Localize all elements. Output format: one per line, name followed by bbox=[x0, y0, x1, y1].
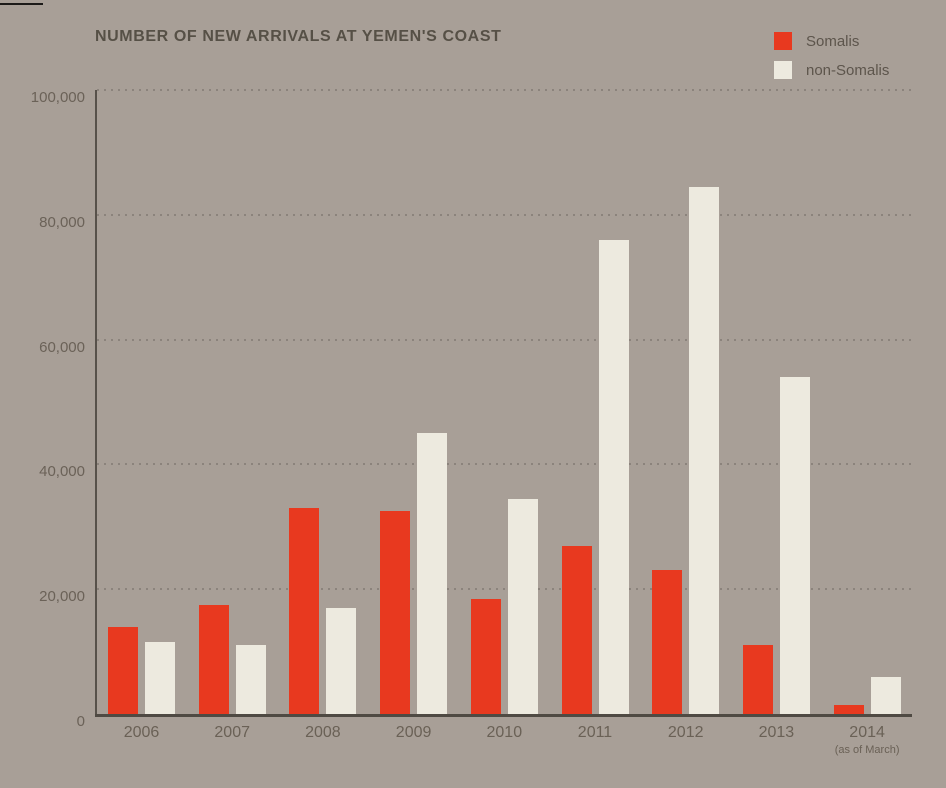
legend-swatch-non-somalis bbox=[774, 61, 792, 79]
bar-non-somalis-2013 bbox=[779, 377, 810, 714]
bar-somalis-2009 bbox=[380, 511, 411, 714]
gridline-20000 bbox=[97, 588, 912, 591]
x-axis-label-2008: 2008 bbox=[305, 724, 341, 741]
bar-somalis-2010 bbox=[470, 598, 501, 714]
legend-label-non-somalis: non-Somalis bbox=[806, 61, 890, 79]
legend-item-somalis: Somalis bbox=[774, 32, 944, 50]
bar-non-somalis-2006 bbox=[145, 642, 175, 714]
bar-non-somalis-2010 bbox=[507, 498, 538, 714]
legend-item-non-somalis: non-Somalis bbox=[774, 61, 944, 79]
x-axis-label-2012: 2012 bbox=[667, 724, 704, 741]
bar-somalis-2011 bbox=[561, 545, 592, 714]
bar-non-somalis-2011 bbox=[598, 239, 629, 714]
bar-non-somalis-2008 bbox=[326, 607, 357, 714]
x-axis-label-2013: 2013 bbox=[758, 724, 795, 741]
bar-non-somalis-2014 bbox=[870, 676, 901, 714]
y-tick-label: 0 bbox=[76, 713, 85, 730]
x-axis-label-2006: 2006 bbox=[123, 724, 160, 741]
y-axis-line bbox=[95, 90, 97, 716]
legend: Somalis non-Somalis bbox=[774, 32, 944, 90]
bar-somalis-2013 bbox=[742, 645, 773, 714]
gridline-100000 bbox=[97, 89, 912, 91]
x-axis-sublabel-2014: (as of March) bbox=[834, 744, 900, 756]
bar-somalis-2012 bbox=[652, 570, 683, 714]
x-axis-line bbox=[95, 714, 912, 717]
x-axis-label-2009: 2009 bbox=[395, 724, 432, 741]
top-edge-artifact-line bbox=[0, 3, 43, 5]
gridline-40000 bbox=[97, 463, 912, 466]
y-tick-label: 40,000 bbox=[39, 463, 85, 481]
gridline-80000 bbox=[97, 213, 912, 216]
bar-non-somalis-2007 bbox=[235, 645, 266, 714]
bar-somalis-2007 bbox=[198, 604, 229, 714]
x-axis-label-2007: 2007 bbox=[214, 724, 250, 741]
y-tick-label: 60,000 bbox=[39, 338, 85, 356]
bar-non-somalis-2009 bbox=[417, 433, 448, 714]
x-axis-label-2014: 2014 bbox=[849, 724, 885, 741]
y-tick-label: 80,000 bbox=[39, 213, 85, 231]
bar-somalis-2014 bbox=[833, 704, 864, 714]
bar-somalis-2006 bbox=[108, 626, 138, 714]
x-axis-label-2010: 2010 bbox=[486, 724, 523, 741]
x-axis-label-2011: 2011 bbox=[577, 724, 613, 741]
chart-title: NUMBER OF NEW ARRIVALS AT YEMEN'S COAST bbox=[95, 28, 502, 45]
legend-label-somalis: Somalis bbox=[806, 32, 860, 50]
legend-swatch-somalis bbox=[774, 32, 792, 50]
gridline-60000 bbox=[97, 338, 912, 341]
y-tick-label: 100,000 bbox=[30, 89, 85, 106]
y-tick-label: 20,000 bbox=[39, 588, 85, 606]
bar-somalis-2008 bbox=[289, 508, 320, 714]
bar-non-somalis-2012 bbox=[689, 186, 720, 714]
